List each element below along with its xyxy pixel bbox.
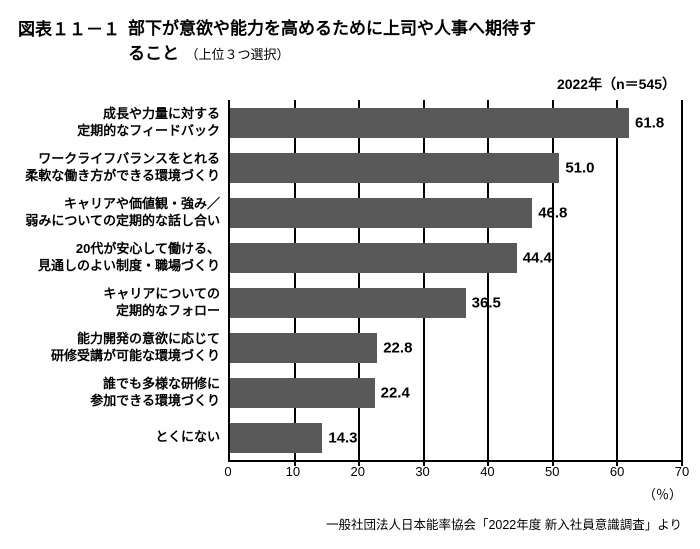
- bar: [230, 198, 532, 228]
- source-attribution: 一般社団法人日本能率協会「2022年度 新入社員意識調査」より: [326, 514, 682, 533]
- category-label-line: 見通しのよい制度・職場づくり: [38, 258, 220, 274]
- category-label-line: とくにない: [155, 429, 220, 445]
- year-sample-note: 2022年（n＝545）: [18, 74, 682, 94]
- category-label-line: ワークライフバランスをとれる: [38, 151, 220, 167]
- category-labels-column: 成長や力量に対する定期的なフィードバックワークライフバランスをとれる柔軟な働き方…: [18, 100, 228, 462]
- bar-value: 22.8: [383, 339, 412, 356]
- figure-title-text: 部下が意欲や能力を高めるために上司や人事へ期待す ること （上位３つ選択）: [128, 14, 536, 64]
- bar-chart: 2022年（n＝545） 成長や力量に対する定期的なフィードバックワークライフバ…: [18, 74, 682, 482]
- bar: [230, 108, 629, 138]
- bar: [230, 333, 377, 363]
- bar: [230, 243, 517, 273]
- category-label: ワークライフバランスをとれる柔軟な働き方ができる環境づくり: [18, 145, 228, 190]
- bar-value: 46.8: [538, 204, 567, 221]
- x-axis-unit: （％）: [643, 484, 682, 503]
- category-label-line: 柔軟な働き方ができる環境づくり: [25, 168, 220, 184]
- category-label-line: 誰でも多様な研修に: [103, 376, 220, 392]
- plot-area: 61.8 51.0 46.8 44.4 36.5 22.8 22.4 14.3: [228, 100, 682, 462]
- x-tick-label: 0: [224, 464, 231, 479]
- category-label-line: キャリアや価値観・強み／: [64, 196, 220, 212]
- x-tick-label: 20: [350, 464, 364, 479]
- x-tick-label: 10: [286, 464, 300, 479]
- bar-value: 14.3: [328, 429, 357, 446]
- category-label-line: 20代が安心して働ける、: [76, 241, 220, 257]
- grid-line: [681, 100, 683, 466]
- category-label: 能力開発の意欲に応じて研修受講が可能な環境づくり: [18, 325, 228, 370]
- grid-line: [616, 100, 618, 466]
- category-label-line: 定期的なフォロー: [116, 303, 220, 319]
- bar: [230, 378, 375, 408]
- category-label: とくにない: [18, 415, 228, 460]
- plot-row: 成長や力量に対する定期的なフィードバックワークライフバランスをとれる柔軟な働き方…: [18, 100, 682, 462]
- x-tick-label: 60: [610, 464, 624, 479]
- category-label-line: キャリアについての: [103, 286, 220, 302]
- bar-value: 36.5: [472, 294, 501, 311]
- figure-title: 図表１１－１ 部下が意欲や能力を高めるために上司や人事へ期待す ること （上位３…: [18, 14, 682, 64]
- category-label-line: 成長や力量に対する: [103, 106, 220, 122]
- bar: [230, 288, 466, 318]
- x-tick-label: 50: [545, 464, 559, 479]
- category-label-line: 参加できる環境づくり: [90, 393, 220, 409]
- page: 図表１１－１ 部下が意欲や能力を高めるために上司や人事へ期待す ること （上位３…: [0, 0, 700, 549]
- bar-value: 44.4: [523, 249, 552, 266]
- category-label: キャリアについての定期的なフォロー: [18, 280, 228, 325]
- title-line-2-row: ること （上位３つ選択）: [128, 39, 536, 64]
- bar-value: 51.0: [565, 159, 594, 176]
- category-label: 成長や力量に対する定期的なフィードバック: [18, 100, 228, 145]
- bar: [230, 153, 559, 183]
- x-tick-label: 40: [480, 464, 494, 479]
- bar-value: 61.8: [635, 114, 664, 131]
- title-line-2: ること: [128, 44, 179, 63]
- x-axis: 010203040506070: [228, 462, 682, 482]
- title-line-1: 部下が意欲や能力を高めるために上司や人事へ期待す: [128, 14, 536, 39]
- category-label-line: 能力開発の意欲に応じて: [77, 331, 220, 347]
- category-label-line: 定期的なフィードバック: [77, 123, 220, 139]
- x-tick-label: 70: [675, 464, 689, 479]
- category-label: 20代が安心して働ける、見通しのよい制度・職場づくり: [18, 235, 228, 280]
- title-subtitle: （上位３つ選択）: [185, 47, 289, 62]
- bar-value: 22.4: [381, 384, 410, 401]
- category-label: 誰でも多様な研修に参加できる環境づくり: [18, 370, 228, 415]
- category-label-line: 弱みについての定期的な話し合い: [25, 213, 220, 229]
- x-tick-label: 30: [415, 464, 429, 479]
- bar: [230, 423, 322, 453]
- category-label-line: 研修受講が可能な環境づくり: [51, 348, 220, 364]
- category-label: キャリアや価値観・強み／弱みについての定期的な話し合い: [18, 190, 228, 235]
- figure-number: 図表１１－１: [18, 14, 120, 40]
